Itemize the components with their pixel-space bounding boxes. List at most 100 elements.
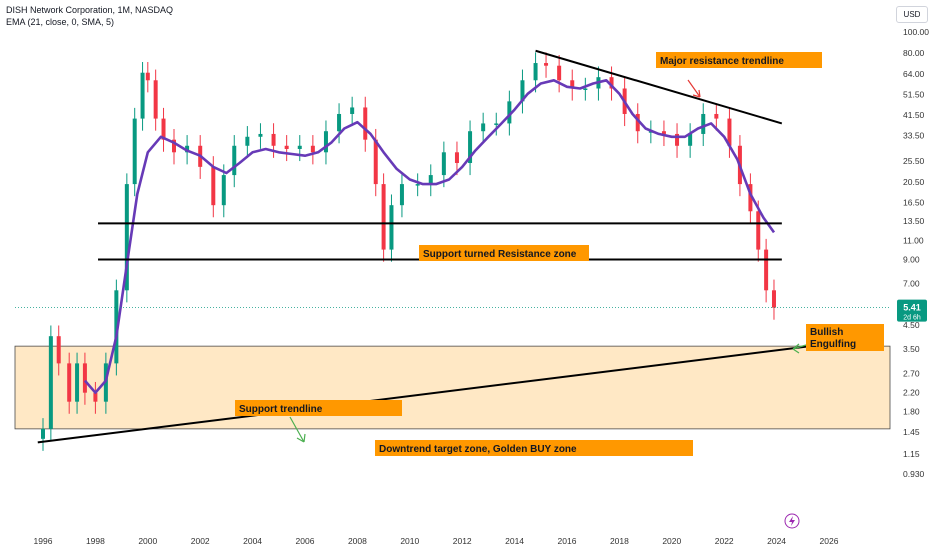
candle-body — [258, 133, 263, 137]
candle-body — [140, 72, 145, 119]
chart-header: DISH Network Corporation, 1M, NASDAQ EMA… — [6, 4, 173, 28]
candle-body — [661, 131, 666, 134]
x-tick-label: 2000 — [138, 536, 157, 546]
x-tick-label: 1998 — [86, 536, 105, 546]
candle-body — [609, 77, 614, 89]
price-axis: 100.00 80.00 64.00 51.50 41.50 33.50 25.50 20.5… — [903, 27, 929, 479]
candle-body — [557, 65, 562, 81]
y-tick-label: 7.00 — [903, 278, 920, 288]
candle-body — [468, 131, 473, 164]
x-tick-label: 2020 — [662, 536, 681, 546]
x-tick-label: 2006 — [296, 536, 315, 546]
annotation-text: Major resistance trendline — [660, 56, 784, 67]
support-trendline — [37, 337, 872, 444]
ema-layer — [83, 79, 776, 394]
trendline-layer — [15, 49, 890, 444]
y-tick-label: 25.50 — [903, 156, 925, 166]
x-tick-label: 2016 — [558, 536, 577, 546]
candle-body — [284, 145, 289, 149]
x-tick-label: 1996 — [34, 536, 53, 546]
candle-body — [153, 80, 158, 119]
annotation-text: Engulfing — [810, 339, 856, 350]
candle-body — [748, 184, 753, 212]
arrow-icon — [289, 416, 306, 443]
candle-body — [124, 184, 129, 291]
candle-body — [221, 175, 226, 206]
candle-body — [271, 133, 276, 146]
currency-button[interactable]: USD — [896, 6, 928, 23]
y-tick-label: 1.45 — [903, 427, 920, 437]
candle-body — [727, 118, 732, 146]
candle-body — [544, 63, 549, 66]
candle-body — [701, 113, 706, 134]
annotation-text: Support trendline — [239, 404, 323, 415]
annotation-box — [375, 440, 693, 456]
annotation-text: Bullish — [810, 327, 843, 338]
x-tick-label: 2014 — [505, 536, 524, 546]
candle-body — [245, 136, 250, 146]
x-tick-label: 2024 — [767, 536, 786, 546]
annotation-box — [806, 324, 884, 351]
arrow-icon — [792, 343, 807, 354]
lightning-icon — [789, 516, 795, 526]
candle-body — [714, 113, 719, 119]
candle-body — [172, 139, 176, 153]
candle-body — [583, 88, 588, 90]
candle-body — [494, 123, 499, 125]
chart-title: DISH Network Corporation, 1M, NASDAQ — [6, 5, 174, 15]
x-tick-label: 2022 — [715, 536, 734, 546]
indicator-legend: EMA (21, close, 0, SMA, 5) — [6, 17, 115, 27]
ema-line — [83, 79, 776, 394]
x-tick-label: 2004 — [243, 536, 262, 546]
candle-body — [381, 184, 386, 250]
candle-body — [337, 113, 342, 132]
y-tick-label: 100.00 — [903, 27, 929, 37]
y-tick-label: 64.00 — [903, 69, 925, 79]
price-tag-countdown: 2d 6h — [903, 315, 921, 322]
y-tick-label: 4.50 — [903, 320, 920, 330]
candle-body — [75, 363, 80, 402]
candle-body — [428, 175, 433, 185]
lightning-icon — [784, 513, 800, 529]
candle-body — [48, 336, 53, 429]
candle-body — [441, 152, 446, 176]
y-tick-label: 51.50 — [903, 90, 925, 100]
arrow-icon — [687, 79, 701, 98]
x-tick-label: 2008 — [348, 536, 367, 546]
candle-body — [56, 336, 61, 364]
y-tick-label: 13.50 — [903, 216, 925, 226]
annotation-box — [235, 400, 402, 416]
candle-body — [756, 211, 761, 250]
candle-body — [93, 392, 98, 402]
candle-body — [570, 80, 575, 89]
candle-body — [232, 145, 237, 176]
y-tick-label: 9.00 — [903, 255, 920, 265]
y-tick-label: 20.50 — [903, 177, 925, 187]
candle-body — [373, 139, 378, 185]
y-tick-label: 16.50 — [903, 197, 925, 207]
candle-body — [454, 152, 459, 164]
y-tick-label: 1.80 — [903, 407, 920, 417]
x-tick-label: 2002 — [191, 536, 210, 546]
candle-body — [675, 133, 680, 146]
annotation-text: Downtrend target zone, Golden BUY zone — [379, 444, 577, 455]
candle-body — [161, 118, 166, 140]
annotation-box — [419, 245, 589, 261]
candle-body — [310, 145, 315, 153]
candle-body — [145, 72, 150, 81]
candle-body — [211, 166, 216, 206]
time-axis: 1996 1998 2000 2002 2004 2006 2008 2010 2012 2014… — [34, 513, 839, 546]
x-tick-label: 2026 — [820, 536, 839, 546]
zone-layer — [14, 345, 891, 430]
candle-body — [114, 290, 119, 364]
candle-body — [635, 113, 640, 132]
buy-zone-box — [14, 345, 891, 430]
candle-body — [688, 133, 693, 146]
price-tag-box — [897, 299, 927, 322]
annotation-box — [656, 52, 822, 68]
candle-body — [67, 363, 72, 402]
y-tick-label: 41.50 — [903, 110, 925, 120]
y-tick-label: 3.50 — [903, 344, 920, 354]
candle-body — [363, 107, 368, 140]
